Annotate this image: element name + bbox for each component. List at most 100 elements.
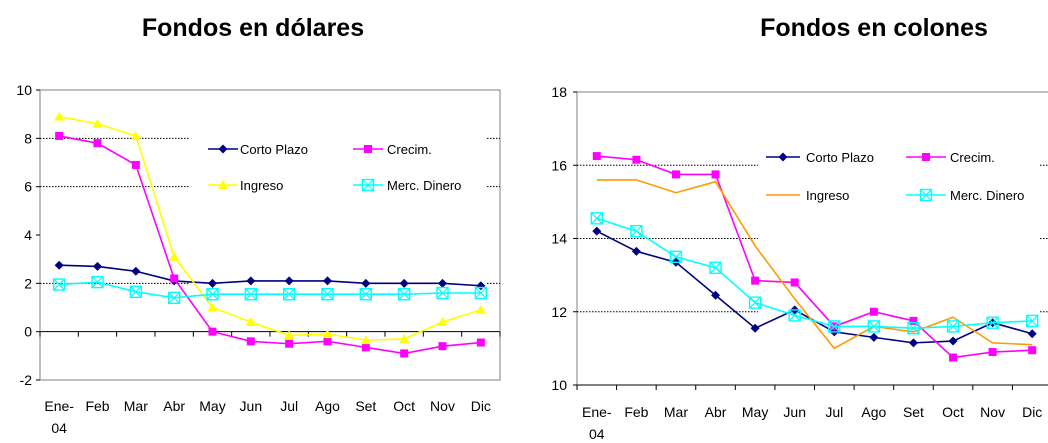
y-tick-label-dolares-0: 0 — [24, 324, 32, 340]
point-dolares-merc-dinero-5-box — [244, 288, 258, 301]
y-tick-label-dolares-10: 10 — [16, 82, 32, 98]
y-tick-label-dolares--2: -2 — [20, 372, 33, 388]
point-colones-merc-dinero-11 — [1026, 314, 1039, 328]
point-dolares-corto-plazo-9 — [399, 278, 409, 288]
point-dolares-merc-dinero-0 — [52, 278, 66, 291]
x-tick-label-colones-6: Jul — [825, 404, 843, 420]
point-dolares-ingreso-5 — [245, 317, 256, 326]
x-tick-label-dolares-6: Jul — [280, 398, 298, 414]
point-dolares-merc-dinero-4-box — [206, 288, 219, 301]
point-colones-merc-dinero-8-box — [907, 322, 920, 335]
point-dolares-merc-dinero-9 — [397, 288, 411, 301]
y-tick-label-colones-12: 12 — [551, 304, 567, 320]
point-colones-crecim-10 — [988, 348, 997, 357]
point-dolares-ingreso-10 — [437, 317, 448, 326]
point-dolares-crecim-11 — [476, 338, 485, 347]
point-dolares-merc-dinero-1-box — [91, 275, 104, 289]
point-dolares-ingreso-0 — [54, 111, 65, 121]
x-tick-label-dolares-0-line2: 04 — [51, 420, 67, 436]
point-dolares-corto-plazo-4 — [208, 278, 217, 288]
point-colones-merc-dinero-9-cross — [947, 320, 959, 333]
point-colones-corto-plazo-1 — [631, 246, 641, 256]
point-colones-merc-dinero-2-cross — [670, 250, 682, 263]
point-dolares-corto-plazo-8 — [361, 278, 371, 288]
x-tick-label-colones-1: Feb — [624, 404, 648, 420]
legend-marker-colones-merc-dinero — [919, 188, 933, 202]
point-colones-corto-plazo-4 — [750, 323, 760, 333]
point-dolares-merc-dinero-10-box — [436, 286, 449, 300]
point-dolares-merc-dinero-6-cross — [283, 288, 296, 301]
point-dolares-corto-plazo-10 — [438, 278, 447, 288]
point-colones-merc-dinero-8 — [907, 322, 920, 335]
point-dolares-merc-dinero-1 — [91, 275, 104, 289]
point-colones-merc-dinero-9 — [946, 320, 960, 333]
point-dolares-merc-dinero-7 — [321, 288, 334, 301]
point-colones-merc-dinero-2-box — [669, 250, 683, 264]
point-dolares-ingreso-7 — [322, 329, 333, 339]
x-tick-label-dolares-11: Dic — [471, 398, 491, 414]
plot-area-dolares: -2 0 2 4 6 8 10 Ene- 04 Feb Mar Abr May Jun Jul Ago Set O… — [16, 82, 501, 436]
point-dolares-corto-plazo-6 — [284, 276, 294, 286]
legend-label-dolares-crecim: Crecim. — [387, 142, 432, 157]
x-tick-label-dolares-5: Jun — [240, 398, 263, 414]
point-dolares-merc-dinero-3 — [167, 291, 181, 305]
point-dolares-merc-dinero-9-box — [397, 288, 411, 301]
chart-title-colones: Fondos en colones — [760, 14, 988, 42]
x-tick-label-colones-0: Ene- — [582, 404, 612, 420]
legend-label-colones-merc-dinero: Merc. Dinero — [950, 188, 1024, 203]
point-colones-merc-dinero-4-box — [748, 296, 762, 309]
point-colones-merc-dinero-6-cross — [828, 320, 841, 333]
point-colones-merc-dinero-5-box — [788, 309, 801, 322]
x-tick-label-colones-7: Ago — [861, 404, 886, 420]
legend-marker-dolares-merc-dinero-box — [361, 178, 375, 192]
point-dolares-crecim-4 — [208, 327, 217, 336]
point-colones-merc-dinero-5 — [788, 309, 801, 322]
point-dolares-corto-plazo-0 — [54, 260, 64, 270]
point-dolares-merc-dinero-3-box — [167, 291, 181, 305]
point-dolares-merc-dinero-6-box — [282, 288, 296, 301]
point-colones-merc-dinero-11-cross — [1026, 314, 1039, 327]
chart-colones: Fondos en colones 10 12 14 16 18 Ene- 04 Feb Mar… — [551, 14, 1048, 442]
point-dolares-merc-dinero-4-cross — [206, 288, 219, 301]
plot-area-colones: 10 12 14 16 18 Ene- 04 Feb Mar Abr May Jun Jul Ago Set… — [551, 84, 1048, 442]
point-colones-corto-plazo-9 — [948, 336, 958, 346]
point-dolares-merc-dinero-11 — [474, 286, 488, 300]
point-colones-corto-plazo-11 — [1027, 329, 1037, 339]
point-colones-merc-dinero-0 — [590, 212, 603, 225]
y-tick-label-colones-10: 10 — [551, 377, 567, 393]
point-dolares-merc-dinero-11-box — [474, 286, 488, 300]
point-colones-crecim-5 — [790, 278, 799, 287]
series-line-dolares-crecim — [59, 135, 481, 355]
point-colones-merc-dinero-10 — [986, 316, 999, 329]
point-dolares-merc-dinero-8 — [359, 288, 373, 301]
point-colones-crecim-1 — [632, 155, 641, 164]
point-colones-merc-dinero-8-cross — [907, 322, 920, 335]
point-colones-merc-dinero-10-cross — [986, 316, 999, 329]
point-dolares-merc-dinero-5 — [244, 288, 258, 301]
point-colones-merc-dinero-0-cross — [590, 212, 603, 225]
y-tick-label-dolares-4: 4 — [24, 227, 32, 243]
legend-marker-dolares-merc-dinero-cross — [362, 179, 374, 191]
legend-marker-colones-merc-dinero-box — [919, 188, 933, 202]
y-tick-label-dolares-2: 2 — [24, 275, 32, 291]
point-dolares-ingreso-8 — [360, 335, 371, 345]
point-colones-crecim-3 — [711, 170, 720, 179]
point-dolares-merc-dinero-9-cross — [398, 288, 411, 301]
x-tick-label-colones-0-line2: 04 — [589, 426, 605, 442]
legend-label-colones-corto-plazo: Corto Plazo — [806, 150, 874, 165]
series-line-colones-merc-dinero — [596, 217, 1033, 330]
point-dolares-crecim-9 — [400, 349, 409, 358]
x-tick-label-colones-4: May — [742, 404, 768, 420]
chart-dolares: Fondos en dólares -2 0 2 4 6 8 10 Ene- 04 Feb Mar A… — [16, 14, 501, 436]
legend-label-dolares-corto-plazo: Corto Plazo — [240, 142, 308, 157]
x-tick-label-colones-8: Set — [903, 404, 924, 420]
y-tick-label-dolares-8: 8 — [24, 130, 32, 146]
point-colones-merc-dinero-0-box — [590, 212, 603, 225]
point-colones-merc-dinero-1 — [630, 224, 643, 238]
legend-marker-dolares-ingreso — [218, 180, 228, 189]
point-dolares-merc-dinero-1-cross — [91, 276, 104, 289]
y-tick-label-colones-16: 16 — [551, 157, 567, 173]
point-dolares-ingreso-1 — [92, 118, 103, 128]
point-dolares-merc-dinero-7-cross — [321, 288, 334, 301]
